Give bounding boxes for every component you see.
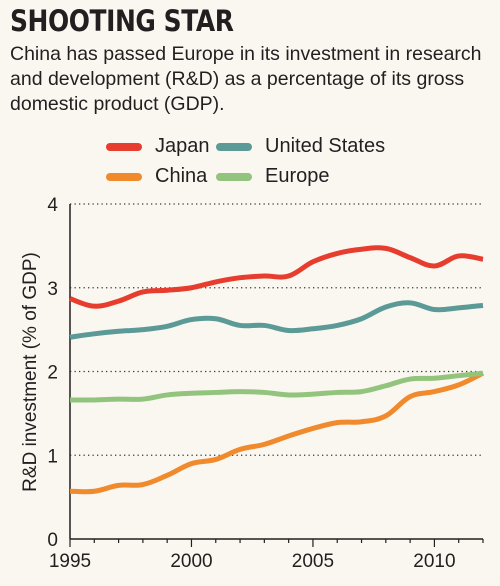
y-tick-label: 0: [47, 530, 58, 551]
y-tick-label: 1: [47, 446, 58, 467]
y-tick-label: 3: [47, 279, 58, 300]
x-tick-label: 2010: [413, 551, 455, 572]
series-line-china: [69, 370, 485, 495]
y-tick-label: 4: [47, 195, 58, 216]
series-line-japan: [69, 245, 484, 309]
chart-title: SHOOTING STAR: [10, 4, 234, 38]
y-tick-label: 2: [47, 363, 58, 384]
chart-subtitle: China has passed Europe in its investmen…: [10, 43, 482, 115]
series-line-united-states: [69, 300, 484, 340]
x-tick-label: 1995: [49, 551, 91, 572]
axes: [69, 204, 484, 547]
series-line-europe: [69, 370, 484, 403]
x-tick-label: 2005: [292, 551, 334, 572]
x-tick-label: 2000: [170, 551, 212, 572]
tick-labels: 0 1 2 3 4 1995 2000 2005 2010: [47, 195, 455, 572]
y-axis-title: R&D investment (% of GDP): [20, 252, 41, 492]
series-lines: [69, 245, 485, 495]
